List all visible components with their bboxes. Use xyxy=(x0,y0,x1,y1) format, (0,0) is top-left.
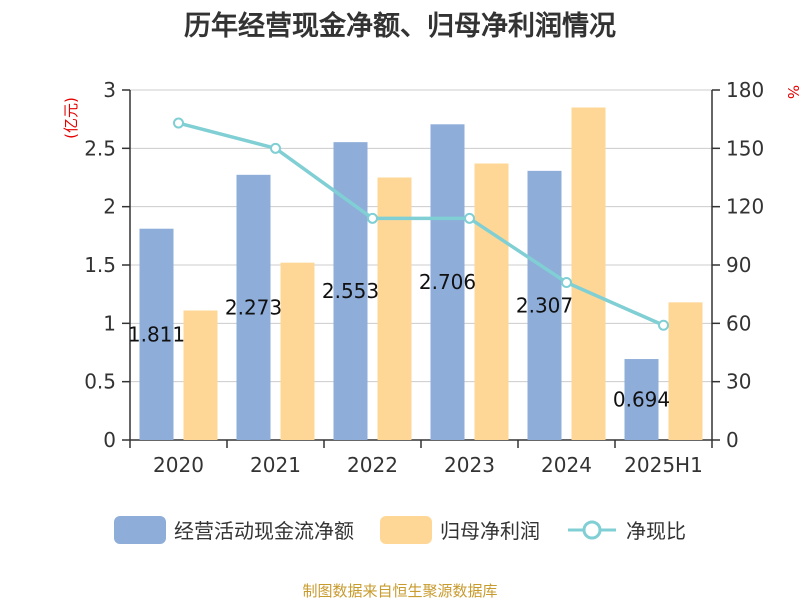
y-left-tick-label: 2.5 xyxy=(84,136,116,160)
bar-profit xyxy=(571,107,606,440)
data-label-ocf: 2.273 xyxy=(225,295,282,319)
y-right-tick-label: 90 xyxy=(726,253,751,277)
y-right-tick-label: 180 xyxy=(726,78,764,102)
bar-profit xyxy=(474,163,509,440)
point-ratio xyxy=(464,212,475,224)
x-tick-label: 2020 xyxy=(153,453,204,477)
source-note: 制图数据来自恒生聚源数据库 xyxy=(302,582,498,600)
bar-ocf xyxy=(236,174,271,441)
bar-profit xyxy=(377,177,412,440)
legend-item-ocf[interactable]: 经营活动现金流净额 xyxy=(114,515,354,544)
point-ratio xyxy=(270,142,281,154)
point-ratio xyxy=(367,212,378,224)
data-label-ocf: 2.307 xyxy=(516,293,573,317)
legend-line-marker-ratio xyxy=(568,520,616,539)
x-tick-label: 2025H1 xyxy=(624,453,703,477)
data-label-ocf: 0.694 xyxy=(613,388,670,412)
y-left-tick-label: 0 xyxy=(103,428,116,452)
y-left-unit-label: (亿元) xyxy=(62,97,80,139)
y-left-tick-label: 1.5 xyxy=(84,253,116,277)
y-right-tick-label: 150 xyxy=(726,136,764,160)
chart-title: 历年经营现金净额、归母净利润情况 xyxy=(184,11,616,42)
point-ratio xyxy=(658,319,669,331)
y-left-tick-label: 2 xyxy=(103,195,116,219)
bar-ocf xyxy=(333,142,368,440)
bar-ocf xyxy=(624,359,659,440)
x-tick-label: 2022 xyxy=(347,453,398,477)
x-tick-label: 2023 xyxy=(444,453,495,477)
bar-ocf xyxy=(139,228,174,440)
bar-profit xyxy=(183,310,218,440)
bar-ocf xyxy=(527,170,562,440)
y-left-tick-label: 0.5 xyxy=(84,370,116,394)
y-right-tick-label: 60 xyxy=(726,311,751,335)
point-ratio xyxy=(173,117,184,129)
y-right-unit-label: % xyxy=(784,85,800,99)
legend-swatch-profit xyxy=(380,515,432,544)
y-left-tick-label: 3 xyxy=(103,78,116,102)
y-right-tick-label: 120 xyxy=(726,195,764,219)
bar-profit xyxy=(668,302,703,440)
bar-profit xyxy=(280,262,315,440)
x-tick-label: 2021 xyxy=(250,453,301,477)
y-right-tick-label: 30 xyxy=(726,370,751,394)
data-label-ocf: 2.706 xyxy=(419,270,476,294)
bar-ocf xyxy=(430,124,465,441)
legend-label-ocf: 经营活动现金流净额 xyxy=(174,519,354,543)
x-tick-label: 2024 xyxy=(541,453,592,477)
legend-label-profit: 归母净利润 xyxy=(440,519,540,543)
legend-swatch-ocf xyxy=(114,515,166,544)
legend-label-ratio: 净现比 xyxy=(626,519,686,543)
y-right-tick-label: 0 xyxy=(726,428,739,452)
data-label-ocf: 1.811 xyxy=(128,322,185,346)
chart-legend: 经营活动现金流净额 归母净利润 净现比 xyxy=(0,515,800,544)
y-left-tick-label: 1 xyxy=(103,311,116,335)
point-ratio xyxy=(561,277,572,288)
data-label-ocf: 2.553 xyxy=(322,279,379,303)
legend-item-ratio[interactable]: 净现比 xyxy=(566,515,686,544)
line-ratio xyxy=(178,121,665,327)
legend-item-profit[interactable]: 归母净利润 xyxy=(380,515,540,544)
